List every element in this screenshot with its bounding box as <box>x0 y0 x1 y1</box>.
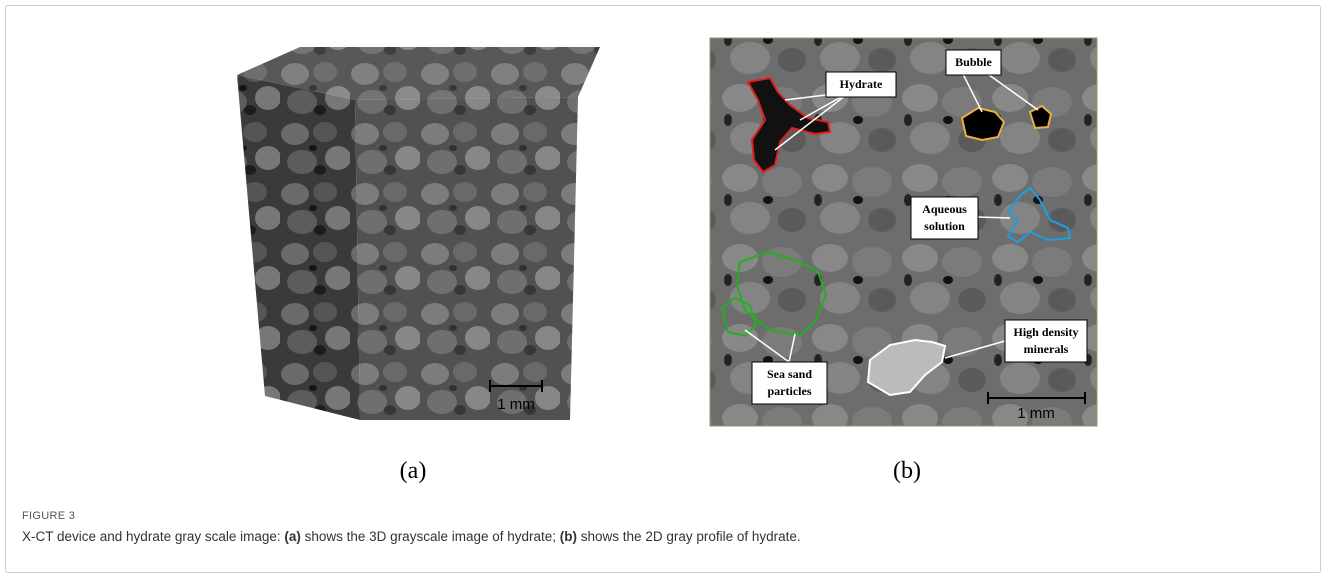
caption-ref: (b) <box>560 529 577 544</box>
annotation-text: Hydrate <box>840 77 883 91</box>
scale-bar-label: 1 mm <box>1017 405 1055 422</box>
figure: 1 mm (a) 1 mm Hydrate Bubble Aqueous soluti… <box>0 0 1328 500</box>
annotation-text: particles <box>768 384 812 398</box>
figure-label: FIGURE 3 <box>22 510 75 522</box>
annotation-text: High density <box>1013 325 1078 339</box>
cube-image <box>237 47 600 420</box>
caption-text: shows the 3D grayscale image of hydrate; <box>301 529 560 544</box>
annotation-text: minerals <box>1024 342 1069 356</box>
annotation-text: Sea sand <box>767 367 812 381</box>
panel-label: (b) <box>893 458 921 484</box>
annotation-text: solution <box>924 219 965 233</box>
caption-text: X-CT device and hydrate gray scale image… <box>22 529 284 544</box>
annotation-text: Bubble <box>955 55 992 69</box>
annotation-text: Aqueous <box>922 202 967 216</box>
caption-text: shows the 2D gray profile of hydrate. <box>577 529 801 544</box>
caption-ref: (a) <box>284 529 301 544</box>
scale-bar-label: 1 mm <box>497 396 535 413</box>
figure-caption: X-CT device and hydrate gray scale image… <box>22 529 801 544</box>
panel-label: (a) <box>400 458 427 484</box>
